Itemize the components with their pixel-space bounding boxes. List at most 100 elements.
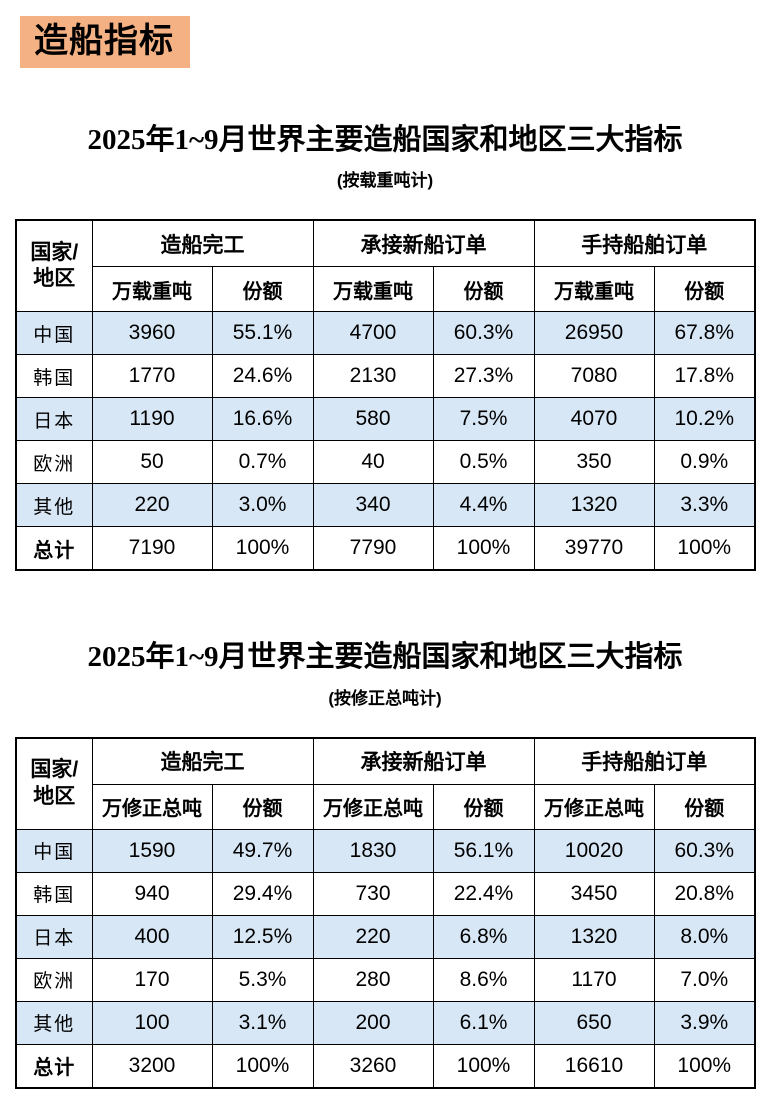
cell-share: 100% [653,526,756,571]
share-header: 份额 [432,266,535,313]
cell-share: 100% [211,526,314,571]
cell-share: 4.4% [432,483,535,528]
cell-value: 4700 [312,311,434,356]
dwt-table-subtitle: (按载重吨计) [336,171,434,191]
cell-value: 1190 [91,397,213,442]
country-region-line1: 国家/ [30,758,79,782]
dwt-table-title: 2025年1~9月世界主要造船国家和地区三大指标 [87,124,683,156]
share-header: 份额 [211,783,314,830]
unit-header: 万修正总吨 [91,783,213,830]
cell-value: 350 [533,440,655,485]
unit-header: 万载重吨 [91,266,213,313]
country-region-line2: 地区 [33,784,76,808]
cell-value: 3450 [533,871,655,916]
cgt-header-row-1: 国家/ 地区 造船完工 承接新船订单 手持船舶订单 [15,737,756,830]
country-region-header: 国家/ 地区 [15,219,93,313]
table-row: 中国 1590 49.7% 1830 56.1% 10020 60.3% [15,828,756,873]
cell-share: 7.5% [432,397,535,442]
group-header-new-orders: 承接新船订单 [312,737,535,785]
row-label: 欧洲 [15,440,93,485]
cell-share: 29.4% [211,871,314,916]
row-label: 欧洲 [15,957,93,1002]
cell-share: 22.4% [432,871,535,916]
unit-header: 万载重吨 [533,266,655,313]
cell-share: 100% [432,526,535,571]
table-row: 韩国 940 29.4% 730 22.4% 3450 20.8% [15,871,756,916]
cgt-table: 国家/ 地区 造船完工 承接新船订单 手持船舶订单 万修正总吨 份额 万修正总吨… [15,736,756,1089]
cell-share: 100% [432,1043,535,1089]
group-header-completions: 造船完工 [91,219,314,268]
cell-value: 1320 [533,483,655,528]
share-header: 份额 [432,783,535,830]
cell-value: 3960 [91,311,213,356]
dwt-table: 国家/ 地区 造船完工 承接新船订单 手持船舶订单 万载重吨 份额 万载重吨 份… [15,219,756,572]
cell-value: 650 [533,1000,655,1045]
share-header: 份额 [653,783,756,830]
cell-value: 50 [91,440,213,485]
cell-value: 220 [312,914,434,959]
cell-value: 1320 [533,914,655,959]
cell-value: 7790 [312,526,434,571]
cell-share: 24.6% [211,354,314,399]
cell-value: 170 [91,957,213,1002]
table-row-total: 总计 7190 100% 7790 100% 39770 100% [15,526,756,571]
cell-share: 5.3% [211,957,314,1002]
row-label: 韩国 [15,871,93,916]
table-row: 日本 1190 16.6% 580 7.5% 4070 10.2% [15,397,756,442]
section-badge: 造船指标 [20,16,190,68]
cell-share: 49.7% [211,828,314,873]
dwt-header-row-1: 国家/ 地区 造船完工 承接新船订单 手持船舶订单 [15,219,756,313]
cell-value: 580 [312,397,434,442]
cell-value: 730 [312,871,434,916]
cell-value: 1770 [91,354,213,399]
cell-value: 4070 [533,397,655,442]
unit-header: 万修正总吨 [533,783,655,830]
country-region-line2: 地区 [33,267,76,291]
cell-value: 280 [312,957,434,1002]
country-region-line1: 国家/ [30,241,79,265]
cell-value: 26950 [533,311,655,356]
share-header: 份额 [211,266,314,313]
cgt-section: 2025年1~9月世界主要造船国家和地区三大指标 (按修正总吨计) 国家/ 地区… [0,641,770,1089]
cell-value: 3260 [312,1043,434,1089]
cgt-table-title: 2025年1~9月世界主要造船国家和地区三大指标 [87,641,683,674]
share-header: 份额 [653,266,756,313]
cell-value: 100 [91,1000,213,1045]
cell-share: 7.0% [653,957,756,1002]
row-label: 日本 [15,914,93,959]
dwt-section: 2025年1~9月世界主要造船国家和地区三大指标 (按载重吨计) 国家/ 地区 … [0,124,770,572]
cell-value: 220 [91,483,213,528]
row-label: 其他 [15,1000,93,1045]
table-row: 欧洲 170 5.3% 280 8.6% 1170 7.0% [15,957,756,1002]
cell-share: 67.8% [653,311,756,356]
cell-share: 17.8% [653,354,756,399]
table-row: 欧洲 50 0.7% 40 0.5% 350 0.9% [15,440,756,485]
cell-share: 3.3% [653,483,756,528]
cell-value: 340 [312,483,434,528]
group-header-orderbook: 手持船舶订单 [533,219,756,268]
group-header-orderbook: 手持船舶订单 [533,737,756,785]
cell-share: 0.5% [432,440,535,485]
unit-header: 万修正总吨 [312,783,434,830]
cell-value: 940 [91,871,213,916]
cell-value: 10020 [533,828,655,873]
row-label: 中国 [15,828,93,873]
cgt-header-row-2: 万修正总吨 份额 万修正总吨 份额 万修正总吨 份额 [16,783,756,830]
row-label: 日本 [15,397,93,442]
cell-value: 39770 [533,526,655,571]
cell-value: 40 [312,440,434,485]
unit-header: 万载重吨 [312,266,434,313]
cell-value: 7190 [91,526,213,571]
cell-share: 60.3% [432,311,535,356]
cell-share: 10.2% [653,397,756,442]
cell-share: 20.8% [653,871,756,916]
cell-share: 8.0% [653,914,756,959]
cell-share: 8.6% [432,957,535,1002]
cell-share: 55.1% [211,311,314,356]
cell-share: 0.9% [653,440,756,485]
cell-value: 200 [312,1000,434,1045]
cell-share: 3.9% [653,1000,756,1045]
row-label: 总计 [15,1043,93,1089]
cell-share: 100% [211,1043,314,1089]
